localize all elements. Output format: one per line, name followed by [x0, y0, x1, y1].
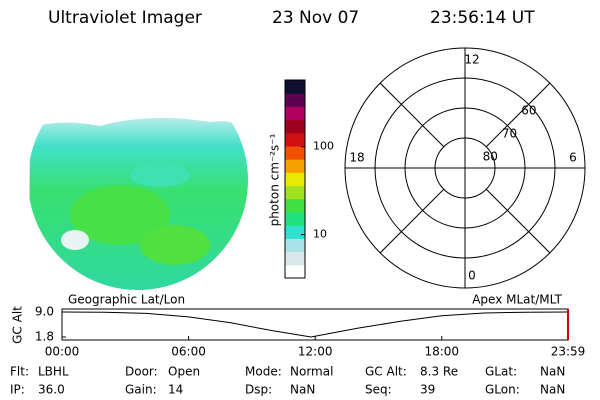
status-label: Dsp: — [245, 383, 272, 397]
meridian — [485, 82, 551, 148]
left-label: Geographic Lat/Lon — [68, 293, 185, 307]
status-label: Mode: — [245, 365, 282, 379]
lat-ring — [374, 77, 556, 259]
image-patch — [61, 230, 89, 250]
color-step — [285, 106, 305, 121]
mlt-label: 18 — [349, 151, 364, 165]
status-label: Door: — [125, 365, 158, 379]
colorbar: 10 100 — [284, 79, 334, 279]
x-tick-label: 00:00 — [45, 345, 80, 359]
meridian — [379, 188, 445, 254]
x-tick-label: 12:00 — [298, 345, 333, 359]
status-label: GLon: — [485, 383, 520, 397]
status-value: NaN — [540, 365, 565, 379]
status-value: 39 — [420, 383, 435, 397]
status-value: 36.0 — [38, 383, 65, 397]
y-axis-label: GC Alt — [11, 306, 25, 344]
tick-label: 100 — [313, 140, 334, 153]
status-label: IP: — [10, 383, 25, 397]
y-tick-label: 1.8 — [35, 330, 54, 344]
x-tick-label: 23:59 — [551, 345, 586, 359]
color-step — [285, 185, 305, 200]
color-step — [285, 80, 305, 94]
meridian — [379, 82, 445, 148]
status-value: NaN — [290, 383, 315, 397]
status-label: Gain: — [125, 383, 157, 397]
x-tick-label: 06:00 — [171, 345, 206, 359]
date: 23 Nov 07 — [272, 8, 359, 28]
status-value: LBHL — [38, 365, 69, 379]
lat-ring — [404, 107, 526, 229]
color-step — [285, 264, 305, 279]
color-step — [285, 225, 305, 239]
meridian — [485, 188, 551, 254]
altitude-plot: 9.0 1.800:00 06:00 12:00 18:00 23:59 — [35, 305, 585, 359]
ring-label: 80 — [483, 150, 498, 164]
ring-label: 60 — [521, 104, 536, 118]
tick-label: 10 — [313, 228, 327, 241]
color-step — [285, 212, 305, 226]
color-step — [285, 93, 305, 107]
mlt-label: 6 — [569, 151, 577, 165]
mlt-label: 12 — [464, 53, 479, 67]
colorbar-frame — [284, 79, 306, 279]
status-label: Seq: — [365, 383, 392, 397]
color-step — [285, 132, 305, 147]
title: Ultraviolet Imager — [48, 8, 202, 28]
mlt-label: 0 — [468, 269, 476, 283]
image-patch — [70, 185, 170, 245]
time: 23:56:14 UT — [430, 8, 535, 28]
y-tick-label: 9.0 — [35, 305, 54, 319]
status-value: Normal — [290, 365, 333, 379]
right-label: Apex MLat/MLT — [472, 293, 562, 307]
colorbar-label: photon cm⁻²s⁻¹ — [268, 133, 282, 226]
auroral-image — [28, 117, 248, 290]
status-label: Flt: — [10, 365, 29, 379]
status-value: 8.3 Re — [420, 365, 458, 379]
color-step — [285, 146, 305, 160]
x-tick-label: 18:00 — [424, 345, 459, 359]
status-panel: Flt: LBHL Door: Open Mode: Normal GC Alt: 8.3 R… — [10, 365, 565, 397]
lat-ring — [434, 137, 496, 199]
status-value: NaN — [540, 383, 565, 397]
image-patch — [130, 163, 190, 187]
status-label: GLat: — [485, 365, 517, 379]
ring-label: 70 — [502, 127, 517, 141]
color-step — [285, 251, 305, 266]
image-patch — [140, 225, 210, 265]
altitude-line — [61, 311, 568, 338]
status-value: 14 — [168, 383, 183, 397]
color-step — [285, 238, 305, 253]
color-step — [285, 172, 305, 187]
color-step — [285, 119, 305, 134]
status-value: Open — [168, 365, 200, 379]
color-step — [285, 159, 305, 173]
status-label: GC Alt: — [365, 365, 407, 379]
color-step — [285, 198, 305, 213]
